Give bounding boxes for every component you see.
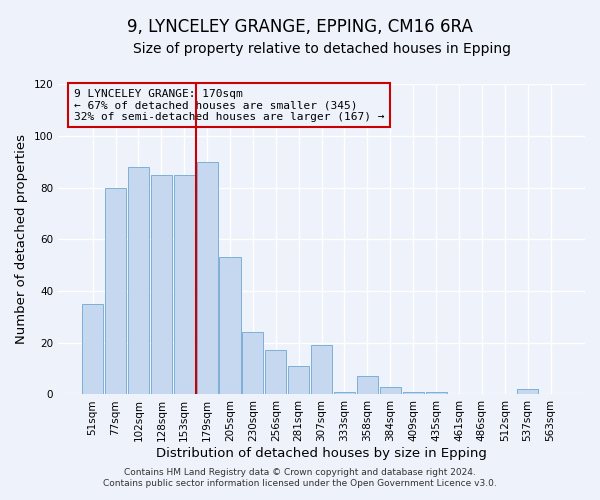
Title: Size of property relative to detached houses in Epping: Size of property relative to detached ho… bbox=[133, 42, 511, 56]
Bar bbox=[334, 392, 355, 394]
Bar bbox=[220, 258, 241, 394]
Bar bbox=[517, 390, 538, 394]
Bar bbox=[380, 386, 401, 394]
Bar bbox=[425, 392, 446, 394]
Bar bbox=[82, 304, 103, 394]
Bar bbox=[173, 174, 195, 394]
Bar bbox=[105, 188, 126, 394]
Text: Contains HM Land Registry data © Crown copyright and database right 2024.
Contai: Contains HM Land Registry data © Crown c… bbox=[103, 468, 497, 487]
Bar bbox=[288, 366, 309, 394]
Bar bbox=[151, 174, 172, 394]
Text: 9 LYNCELEY GRANGE: 170sqm
← 67% of detached houses are smaller (345)
32% of semi: 9 LYNCELEY GRANGE: 170sqm ← 67% of detac… bbox=[74, 88, 385, 122]
Bar bbox=[265, 350, 286, 395]
Bar bbox=[197, 162, 218, 394]
Bar bbox=[311, 346, 332, 395]
Y-axis label: Number of detached properties: Number of detached properties bbox=[15, 134, 28, 344]
Bar bbox=[357, 376, 378, 394]
Bar bbox=[242, 332, 263, 394]
Text: 9, LYNCELEY GRANGE, EPPING, CM16 6RA: 9, LYNCELEY GRANGE, EPPING, CM16 6RA bbox=[127, 18, 473, 36]
X-axis label: Distribution of detached houses by size in Epping: Distribution of detached houses by size … bbox=[156, 447, 487, 460]
Bar bbox=[128, 167, 149, 394]
Bar bbox=[403, 392, 424, 394]
